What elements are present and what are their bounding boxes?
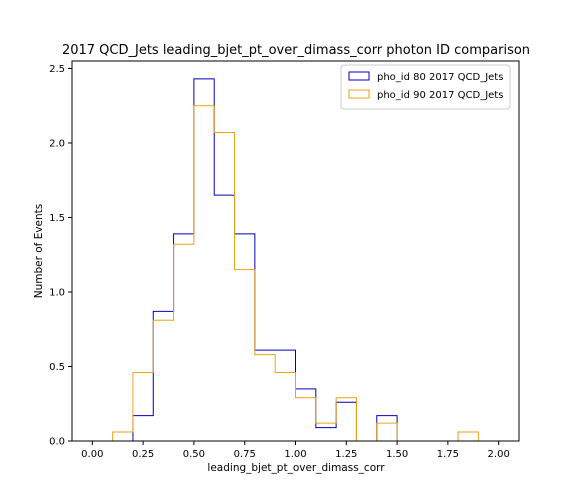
plot-area — [92, 78, 499, 442]
legend-swatch-2 — [348, 89, 370, 99]
x-tick-label: 0.50 — [183, 449, 205, 460]
legend-label-1: pho_id 80 2017 QCD_Jets — [377, 72, 503, 83]
x-tick-label: 1.75 — [437, 449, 459, 460]
y-tick-label: 1.0 — [49, 287, 65, 298]
y-tick-label: 0.0 — [49, 437, 65, 448]
x-tick-label: 0.75 — [234, 449, 256, 460]
y-tick-label: 2.5 — [49, 64, 65, 75]
legend-swatch-1 — [348, 71, 370, 81]
legend-frame — [340, 64, 511, 110]
legend: pho_id 80 2017 QCD_Jets pho_id 90 2017 QC… — [340, 64, 511, 110]
y-tick-label: 2.0 — [49, 138, 65, 149]
y-tick-label: 0.5 — [49, 362, 65, 373]
x-tick-label: 0.00 — [81, 449, 103, 460]
y-axis: 0.0 0.5 1.0 1.5 2.0 2.5 — [49, 64, 72, 448]
x-tick-label: 1.50 — [386, 449, 408, 460]
x-tick-label: 2.00 — [488, 449, 510, 460]
legend-label-2: pho_id 90 2017 QCD_Jets — [377, 90, 503, 101]
y-axis-label: Number of Events — [33, 204, 45, 299]
x-tick-label: 0.25 — [132, 449, 154, 460]
x-tick-label: 1.00 — [284, 449, 306, 460]
x-tick-label: 1.25 — [335, 449, 357, 460]
x-axis: 0.00 0.25 0.50 0.75 1.00 1.25 1.50 1.75 2.00 — [81, 441, 510, 460]
chart-title: 2017 QCD_Jets leading_bjet_pt_over_dimas… — [62, 43, 530, 58]
y-tick-label: 1.5 — [49, 213, 65, 224]
x-axis-label: leading_bjet_pt_over_dimass_corr — [207, 462, 385, 474]
